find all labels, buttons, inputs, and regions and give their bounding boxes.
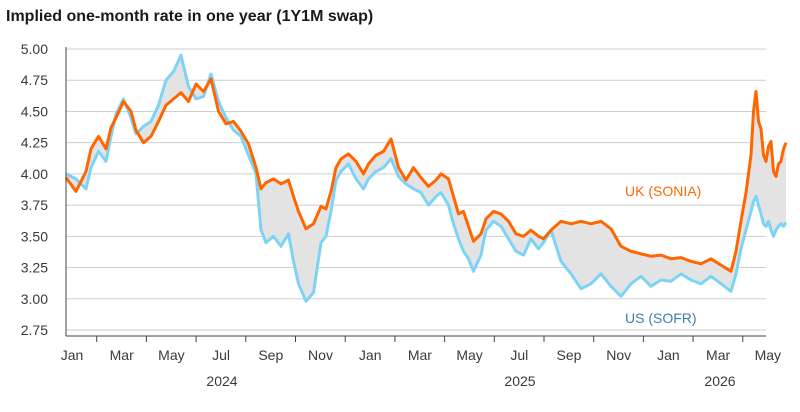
y-tick-label: 4.50 — [21, 103, 48, 119]
series-labels: UK (SONIA) US (SOFR) — [625, 183, 701, 326]
x-tick-label: Jul — [212, 347, 230, 363]
x-tick-label: Nov — [606, 347, 631, 363]
x-tick-label: Sep — [258, 347, 283, 363]
y-tick-label: 4.75 — [21, 72, 48, 88]
x-tick-label: Mar — [706, 347, 730, 363]
x-tick-label: Jul — [510, 347, 528, 363]
y-tick-label: 3.75 — [21, 197, 48, 213]
series-lines — [64, 53, 788, 303]
y-tick-label: 3.00 — [21, 291, 48, 307]
uk-series-label: UK (SONIA) — [625, 183, 701, 199]
uk-sonia-line — [64, 77, 788, 273]
y-tick-label: 3.25 — [21, 260, 48, 276]
axes: 5.00 4.75 4.50 4.25 4.00 3.75 3.50 3.25 3.00 2.75… — [21, 41, 781, 389]
x-tick-label: Mar — [408, 347, 432, 363]
y-tick-label: 5.00 — [21, 41, 48, 57]
x-year-label: 2025 — [504, 373, 535, 389]
spread-area — [66, 55, 786, 302]
us-sofr-line — [65, 53, 788, 303]
us-series-label: US (SOFR) — [625, 310, 697, 326]
x-tick-label: Mar — [110, 347, 134, 363]
x-year-label: 2026 — [704, 373, 735, 389]
y-tick-label: 4.25 — [21, 135, 48, 151]
x-tick-label: Jan — [359, 347, 382, 363]
y-tick-label: 4.00 — [21, 166, 48, 182]
y-tick-label: 3.50 — [21, 228, 48, 244]
x-tick-label: Jan — [61, 347, 84, 363]
x-year-label: 2024 — [206, 373, 237, 389]
x-tick-label: May — [158, 347, 184, 363]
y-tick-label: 2.75 — [21, 322, 48, 338]
spread-fill — [66, 55, 786, 302]
x-tick-label: Nov — [308, 347, 333, 363]
chart-title: Implied one-month rate in one year (1Y1M… — [6, 8, 374, 25]
x-tick-label: May — [456, 347, 482, 363]
x-tick-label: Sep — [557, 347, 582, 363]
x-tick-label: Jan — [657, 347, 680, 363]
x-tick-label: May — [755, 347, 781, 363]
